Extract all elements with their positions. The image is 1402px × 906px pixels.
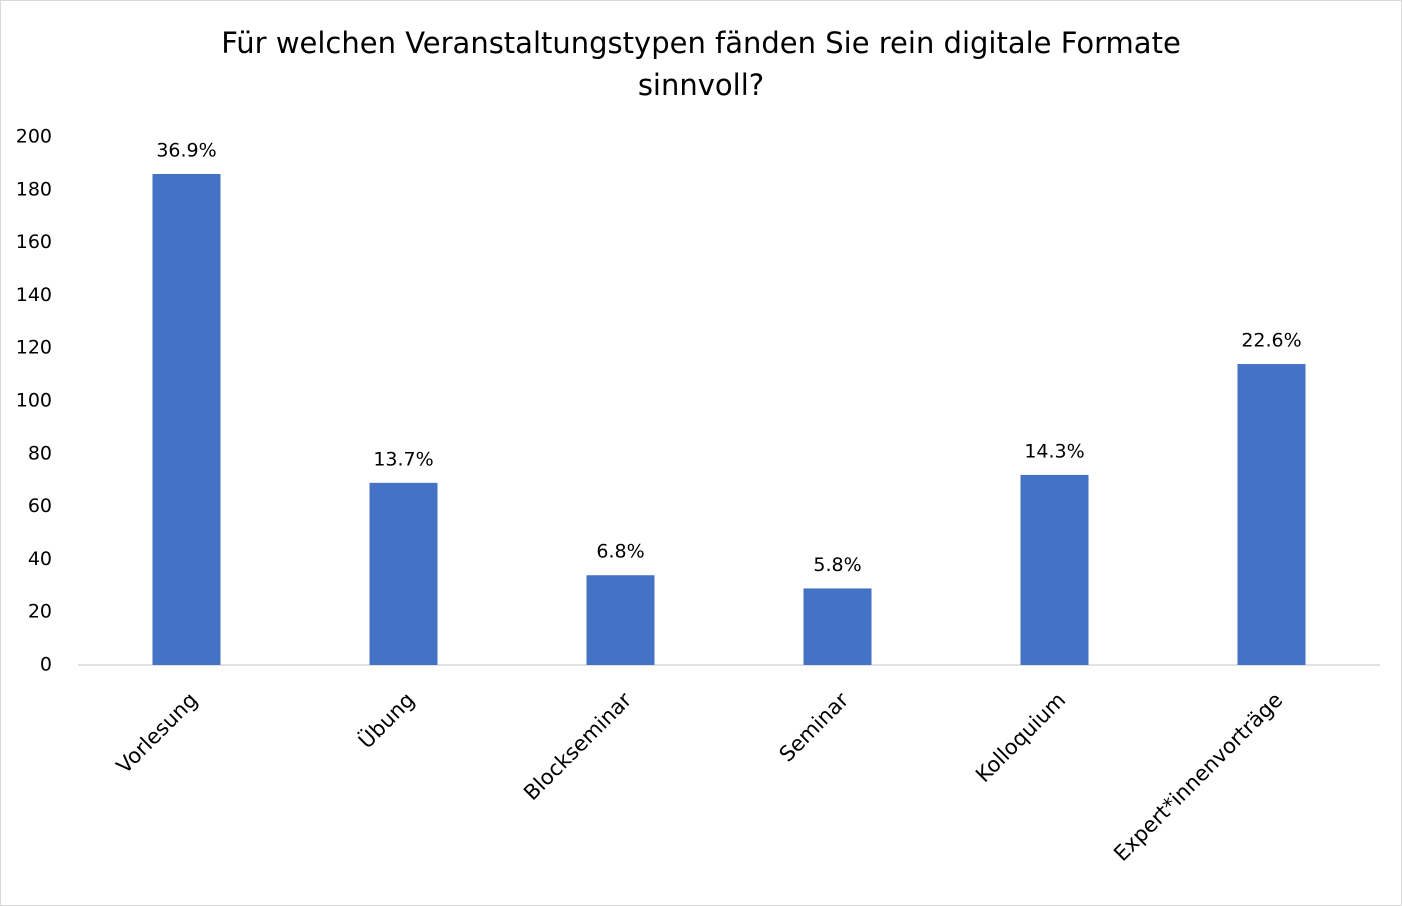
y-tick-label: 0 xyxy=(40,654,52,676)
y-tick-label: 140 xyxy=(16,284,52,306)
data-label: 14.3% xyxy=(1024,440,1084,462)
x-tick-label: Blockseminar xyxy=(519,688,636,805)
x-tick-label: Seminar xyxy=(775,688,854,767)
x-tick-label: Übung xyxy=(353,687,419,753)
bar xyxy=(152,173,221,665)
bar xyxy=(1237,364,1306,665)
x-tick-label: Kolloquium xyxy=(971,688,1070,787)
y-tick-label: 200 xyxy=(16,126,52,148)
data-label: 13.7% xyxy=(373,448,433,470)
chart-title: Für welchen Veranstaltungstypen fänden S… xyxy=(221,26,1181,102)
y-tick-label: 20 xyxy=(28,601,52,623)
bar xyxy=(586,575,655,665)
y-tick-label: 40 xyxy=(28,548,52,570)
data-label: 22.6% xyxy=(1241,330,1301,352)
data-label: 36.9% xyxy=(156,139,216,161)
bar xyxy=(1020,474,1089,665)
bar xyxy=(369,482,438,665)
y-tick-label: 160 xyxy=(16,231,52,253)
data-label: 6.8% xyxy=(596,541,644,563)
bar xyxy=(803,588,872,665)
x-tick-label: Expert*innenvorträge xyxy=(1109,688,1287,866)
y-tick-label: 60 xyxy=(28,495,52,517)
y-tick-label: 180 xyxy=(16,178,52,200)
y-tick-label: 80 xyxy=(28,442,52,464)
x-tick-label: Vorlesung xyxy=(112,688,202,778)
y-tick-label: 120 xyxy=(16,337,52,359)
data-label: 5.8% xyxy=(813,554,861,576)
y-tick-label: 100 xyxy=(16,390,52,412)
